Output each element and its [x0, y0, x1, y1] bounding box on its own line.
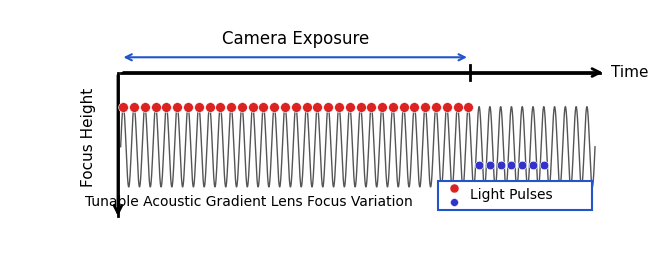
Point [377, 104, 387, 109]
Text: Time: Time [611, 65, 649, 80]
Point [356, 104, 366, 109]
Point [183, 104, 193, 109]
Point [463, 104, 474, 109]
Point [485, 163, 495, 167]
Point [366, 104, 376, 109]
Text: Camera Exposure: Camera Exposure [222, 30, 369, 49]
Text: Light Pulses: Light Pulses [470, 188, 552, 202]
Point [410, 104, 420, 109]
Point [226, 104, 237, 109]
Point [387, 104, 398, 109]
Point [248, 104, 258, 109]
Point [528, 163, 538, 167]
Point [398, 104, 409, 109]
Point [323, 104, 333, 109]
Point [448, 200, 459, 204]
Point [172, 104, 183, 109]
Point [448, 186, 459, 190]
Point [517, 163, 527, 167]
Point [539, 163, 549, 167]
Point [280, 104, 291, 109]
Point [237, 104, 247, 109]
Point [215, 104, 226, 109]
Point [474, 163, 484, 167]
Point [441, 104, 452, 109]
Point [452, 104, 463, 109]
Point [129, 104, 139, 109]
Point [269, 104, 280, 109]
Point [204, 104, 214, 109]
Point [151, 104, 161, 109]
Text: Focus Height: Focus Height [81, 88, 96, 187]
Point [344, 104, 355, 109]
Point [140, 104, 150, 109]
Point [312, 104, 322, 109]
Point [431, 104, 441, 109]
Point [420, 104, 430, 109]
Point [302, 104, 312, 109]
Point [495, 163, 506, 167]
Point [258, 104, 268, 109]
Text: Tunable Acoustic Gradient Lens Focus Variation: Tunable Acoustic Gradient Lens Focus Var… [84, 195, 413, 209]
FancyBboxPatch shape [438, 181, 592, 210]
Point [161, 104, 172, 109]
Point [506, 163, 517, 167]
Point [194, 104, 204, 109]
Point [291, 104, 301, 109]
Point [118, 104, 129, 109]
Point [333, 104, 344, 109]
